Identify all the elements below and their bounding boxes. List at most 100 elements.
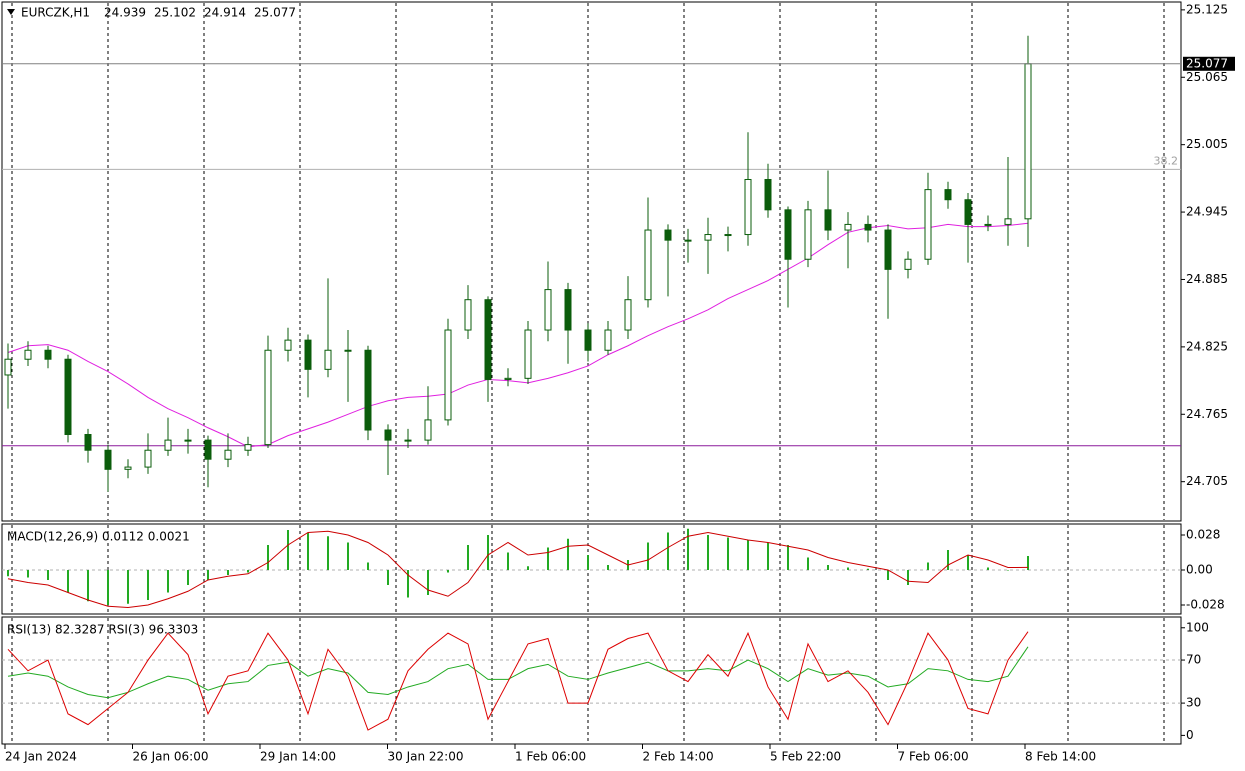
y-tick-label: 24.945 [1186,205,1228,219]
x-tick-label: 29 Jan 14:00 [260,750,336,764]
candle-body [864,223,872,231]
macd-bar [747,540,749,570]
macd-bar [467,545,469,570]
candle-body [964,199,972,225]
candle-body [484,299,492,380]
macd-title: MACD(12,26,9) 0.0112 0.0021 [7,530,190,544]
y-tick-label: 30 [1186,696,1201,710]
candle-body [584,329,592,351]
moving-average [7,222,1029,448]
macd-bar [887,570,889,580]
macd-bar [767,542,769,570]
candle-body [344,349,352,352]
y-tick-label: 0.00 [1186,563,1213,577]
macd-bar [967,555,969,570]
candle-body [184,439,192,442]
candle-body [424,419,432,441]
current-price-label: 25.077 [1186,56,1228,70]
x-tick-label: 24 Jan 2024 [5,750,77,764]
ohlc-low: 24.914 [204,6,246,20]
candle-body [1024,63,1032,220]
macd-bar [487,535,489,570]
macd-bar [667,532,669,570]
macd-bar [447,570,449,573]
macd-bar [247,570,249,573]
macd-bar [407,570,409,598]
candle-body [844,223,852,231]
macd-bar [647,542,649,570]
collapse-icon [7,9,15,15]
candle-body [164,439,172,451]
macd-bar [587,555,589,570]
macd-bar [847,567,849,570]
macd-bar [427,570,429,595]
macd-bar [827,565,829,570]
macd-bar [507,552,509,570]
y-tick-label: 0.028 [1186,528,1220,542]
macd-bar [907,570,909,585]
macd-bar [187,570,189,585]
candle-body [444,329,452,421]
candle-body [4,358,12,376]
candle-body [564,289,572,331]
candle-body [904,258,912,270]
candle-body [824,209,832,231]
rsi-title: RSI(13) 82.3287 RSI(3) 96.3303 [7,623,198,637]
macd-bar [267,545,269,570]
x-tick-label: 26 Jan 06:00 [133,750,209,764]
x-tick-label: 2 Feb 14:00 [643,750,714,764]
candle-body [204,439,212,460]
candle-body [64,358,72,435]
macd-bar [127,570,129,604]
candle-body [944,189,952,201]
macd-bar [27,570,29,578]
candle-body [604,329,612,351]
candle-body [764,178,772,211]
candle-body [704,234,712,241]
y-tick-label: 24.885 [1186,272,1228,286]
macd-bar [607,565,609,570]
y-tick-label: 0 [1186,728,1194,742]
macd-bar [47,570,49,580]
symbol-title: EURCZK,H1 [21,6,90,20]
rsi-line [7,631,1029,731]
ohlc-open: 24.939 [104,6,146,20]
y-tick-label: 25.065 [1186,70,1228,84]
ohlc-close: 25.077 [254,6,296,20]
macd-bar [547,547,549,570]
candle-body [124,466,132,470]
candle-body [244,444,252,451]
macd-bar [7,570,9,577]
y-tick-label: -0.028 [1186,598,1225,612]
candle-body [464,299,472,331]
candle-body [884,229,892,270]
x-tick-label: 1 Feb 06:00 [515,750,586,764]
macd-bar [1007,570,1009,571]
candle-body [724,234,732,237]
macd-bar [287,530,289,570]
y-tick-label: 24.705 [1186,474,1228,488]
candle-body [544,289,552,331]
x-tick-label: 30 Jan 22:00 [388,750,464,764]
macd-bar [307,532,309,570]
candle-body [104,449,112,470]
current-price-box [1183,56,1235,71]
candle-body [664,229,672,241]
macd-bar [67,570,69,593]
macd-bar [87,570,89,602]
macd-bar [207,570,209,580]
y-tick-label: 70 [1186,653,1201,667]
candle-body [644,229,652,301]
macd-bar [687,528,689,570]
macd-bar [327,536,329,570]
macd-bar [1027,556,1029,570]
candle-body [224,449,232,460]
candle-body [504,377,512,380]
rsi-panel [1,616,1182,745]
y-tick-label: 100 [1186,620,1209,634]
x-tick-label: 7 Feb 06:00 [898,750,969,764]
macd-bar [527,566,529,570]
candle-body [24,349,32,360]
macd-bar [927,562,929,570]
